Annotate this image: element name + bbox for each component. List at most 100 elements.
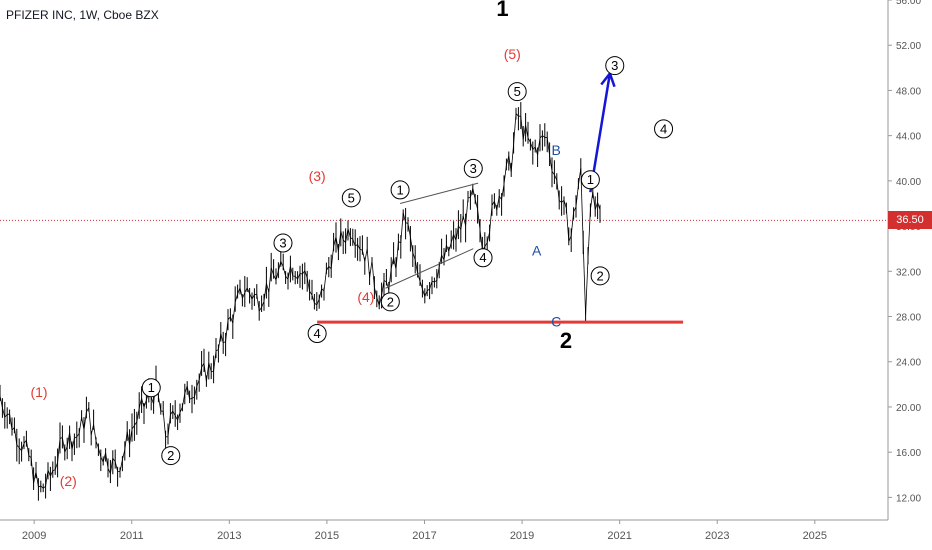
price-bar-link xyxy=(585,258,589,316)
price-bar-link xyxy=(242,292,246,299)
price-bar-link xyxy=(26,440,30,456)
price-bar-link xyxy=(189,397,193,400)
price-bar-link xyxy=(431,280,435,283)
price-bar-link xyxy=(194,386,198,398)
price-bar-link xyxy=(266,283,270,293)
price-bar-link xyxy=(366,249,370,278)
price-bar-link xyxy=(93,424,97,442)
triangle-trendline xyxy=(385,248,474,289)
price-bar-link xyxy=(417,273,421,282)
wave-label-circled: 1 xyxy=(587,172,594,187)
price-bar-link xyxy=(186,385,190,400)
price-series xyxy=(0,102,601,501)
price-bar-link xyxy=(215,349,219,352)
wave-circle xyxy=(654,119,674,139)
price-bar-link xyxy=(45,469,49,487)
price-bar-link xyxy=(508,155,512,173)
price-bar-link xyxy=(441,254,445,261)
wave-label-circled: 4 xyxy=(660,121,667,136)
price-bar-link xyxy=(158,396,162,412)
price-bar-link xyxy=(393,257,397,270)
price-bar-link xyxy=(501,184,505,200)
wave-circle xyxy=(380,292,400,312)
price-bar-link xyxy=(342,239,346,243)
price-bar-link xyxy=(513,113,517,145)
price-bar-link xyxy=(395,241,399,270)
price-bar-link xyxy=(434,280,438,283)
price-bar-link xyxy=(138,398,142,409)
x-tick-label: 2009 xyxy=(22,530,46,542)
price-bar-link xyxy=(86,407,90,413)
price-bar-link xyxy=(383,280,387,283)
y-tick-label: 12.00 xyxy=(896,493,921,504)
price-bar-link xyxy=(503,164,507,185)
wave-label-circled: 2 xyxy=(597,268,604,283)
x-tick-label: 2019 xyxy=(510,530,534,542)
price-bar-link xyxy=(558,200,562,203)
wave-circle xyxy=(273,233,293,253)
price-bar-link xyxy=(7,413,10,415)
price-bar-link xyxy=(11,427,15,431)
price-bar-link xyxy=(458,225,462,230)
price-bar-link xyxy=(179,406,183,413)
price-bar-link xyxy=(498,195,502,200)
wave-label-blue: B xyxy=(552,142,561,158)
price-bar-link xyxy=(465,197,469,226)
price-bar-link xyxy=(592,191,596,210)
price-bar-link xyxy=(460,215,464,230)
price-bar-link xyxy=(177,412,181,421)
price-bar-link xyxy=(122,449,126,460)
price-bar-link xyxy=(294,276,298,280)
price-bar-link xyxy=(522,125,526,140)
price-bar-link xyxy=(448,242,452,252)
price-bar-link xyxy=(297,273,301,280)
price-bar-link xyxy=(59,437,63,439)
price-bar-link xyxy=(450,234,454,243)
price-bar-link xyxy=(223,341,226,344)
price-bar-link xyxy=(474,199,478,210)
price-bar-link xyxy=(270,267,274,276)
x-tick-label: 2025 xyxy=(803,530,827,542)
price-bar-link xyxy=(282,266,286,277)
price-bar-link xyxy=(119,459,123,472)
price-bar-link xyxy=(225,319,229,342)
price-bar-link xyxy=(597,202,601,210)
wave-circle xyxy=(473,248,493,268)
price-bar-link xyxy=(510,144,514,173)
price-bar-link xyxy=(239,287,243,299)
price-bar-link xyxy=(455,225,459,241)
price-bar-link xyxy=(50,470,54,477)
wave-circle xyxy=(307,323,327,343)
wave-circle xyxy=(580,170,600,190)
price-bar-link xyxy=(150,396,154,405)
price-bar-link xyxy=(64,446,68,453)
price-bar-link xyxy=(354,244,358,247)
wave-label-circled: 3 xyxy=(470,161,477,176)
price-bar-link xyxy=(278,261,282,271)
wave-label-red: (2) xyxy=(60,473,77,489)
price-bar-link xyxy=(100,456,104,463)
price-bar-link xyxy=(316,299,320,306)
price-bar-link xyxy=(371,260,375,288)
price-bar-link xyxy=(398,241,401,244)
price-bar-link xyxy=(525,125,529,138)
wave-circle xyxy=(390,180,410,200)
price-bar-link xyxy=(198,367,202,380)
price-bar-link xyxy=(496,196,500,210)
price-bar-link xyxy=(170,410,174,415)
price-bar-link xyxy=(69,432,73,450)
price-bar-link xyxy=(306,277,310,292)
price-bar-link xyxy=(102,452,106,463)
price-bar-link xyxy=(230,316,234,324)
price-bar-link xyxy=(191,396,195,399)
price-bar-link xyxy=(422,288,426,297)
price-bar-link xyxy=(568,235,572,242)
y-tick-label: 24.00 xyxy=(896,358,921,369)
price-bar-link xyxy=(378,295,382,306)
price-bar-link xyxy=(256,294,260,312)
price-bar-link xyxy=(40,485,44,489)
wave-circle xyxy=(463,158,483,178)
wave-label-circled: 5 xyxy=(514,84,521,99)
price-bar-link xyxy=(359,248,363,251)
